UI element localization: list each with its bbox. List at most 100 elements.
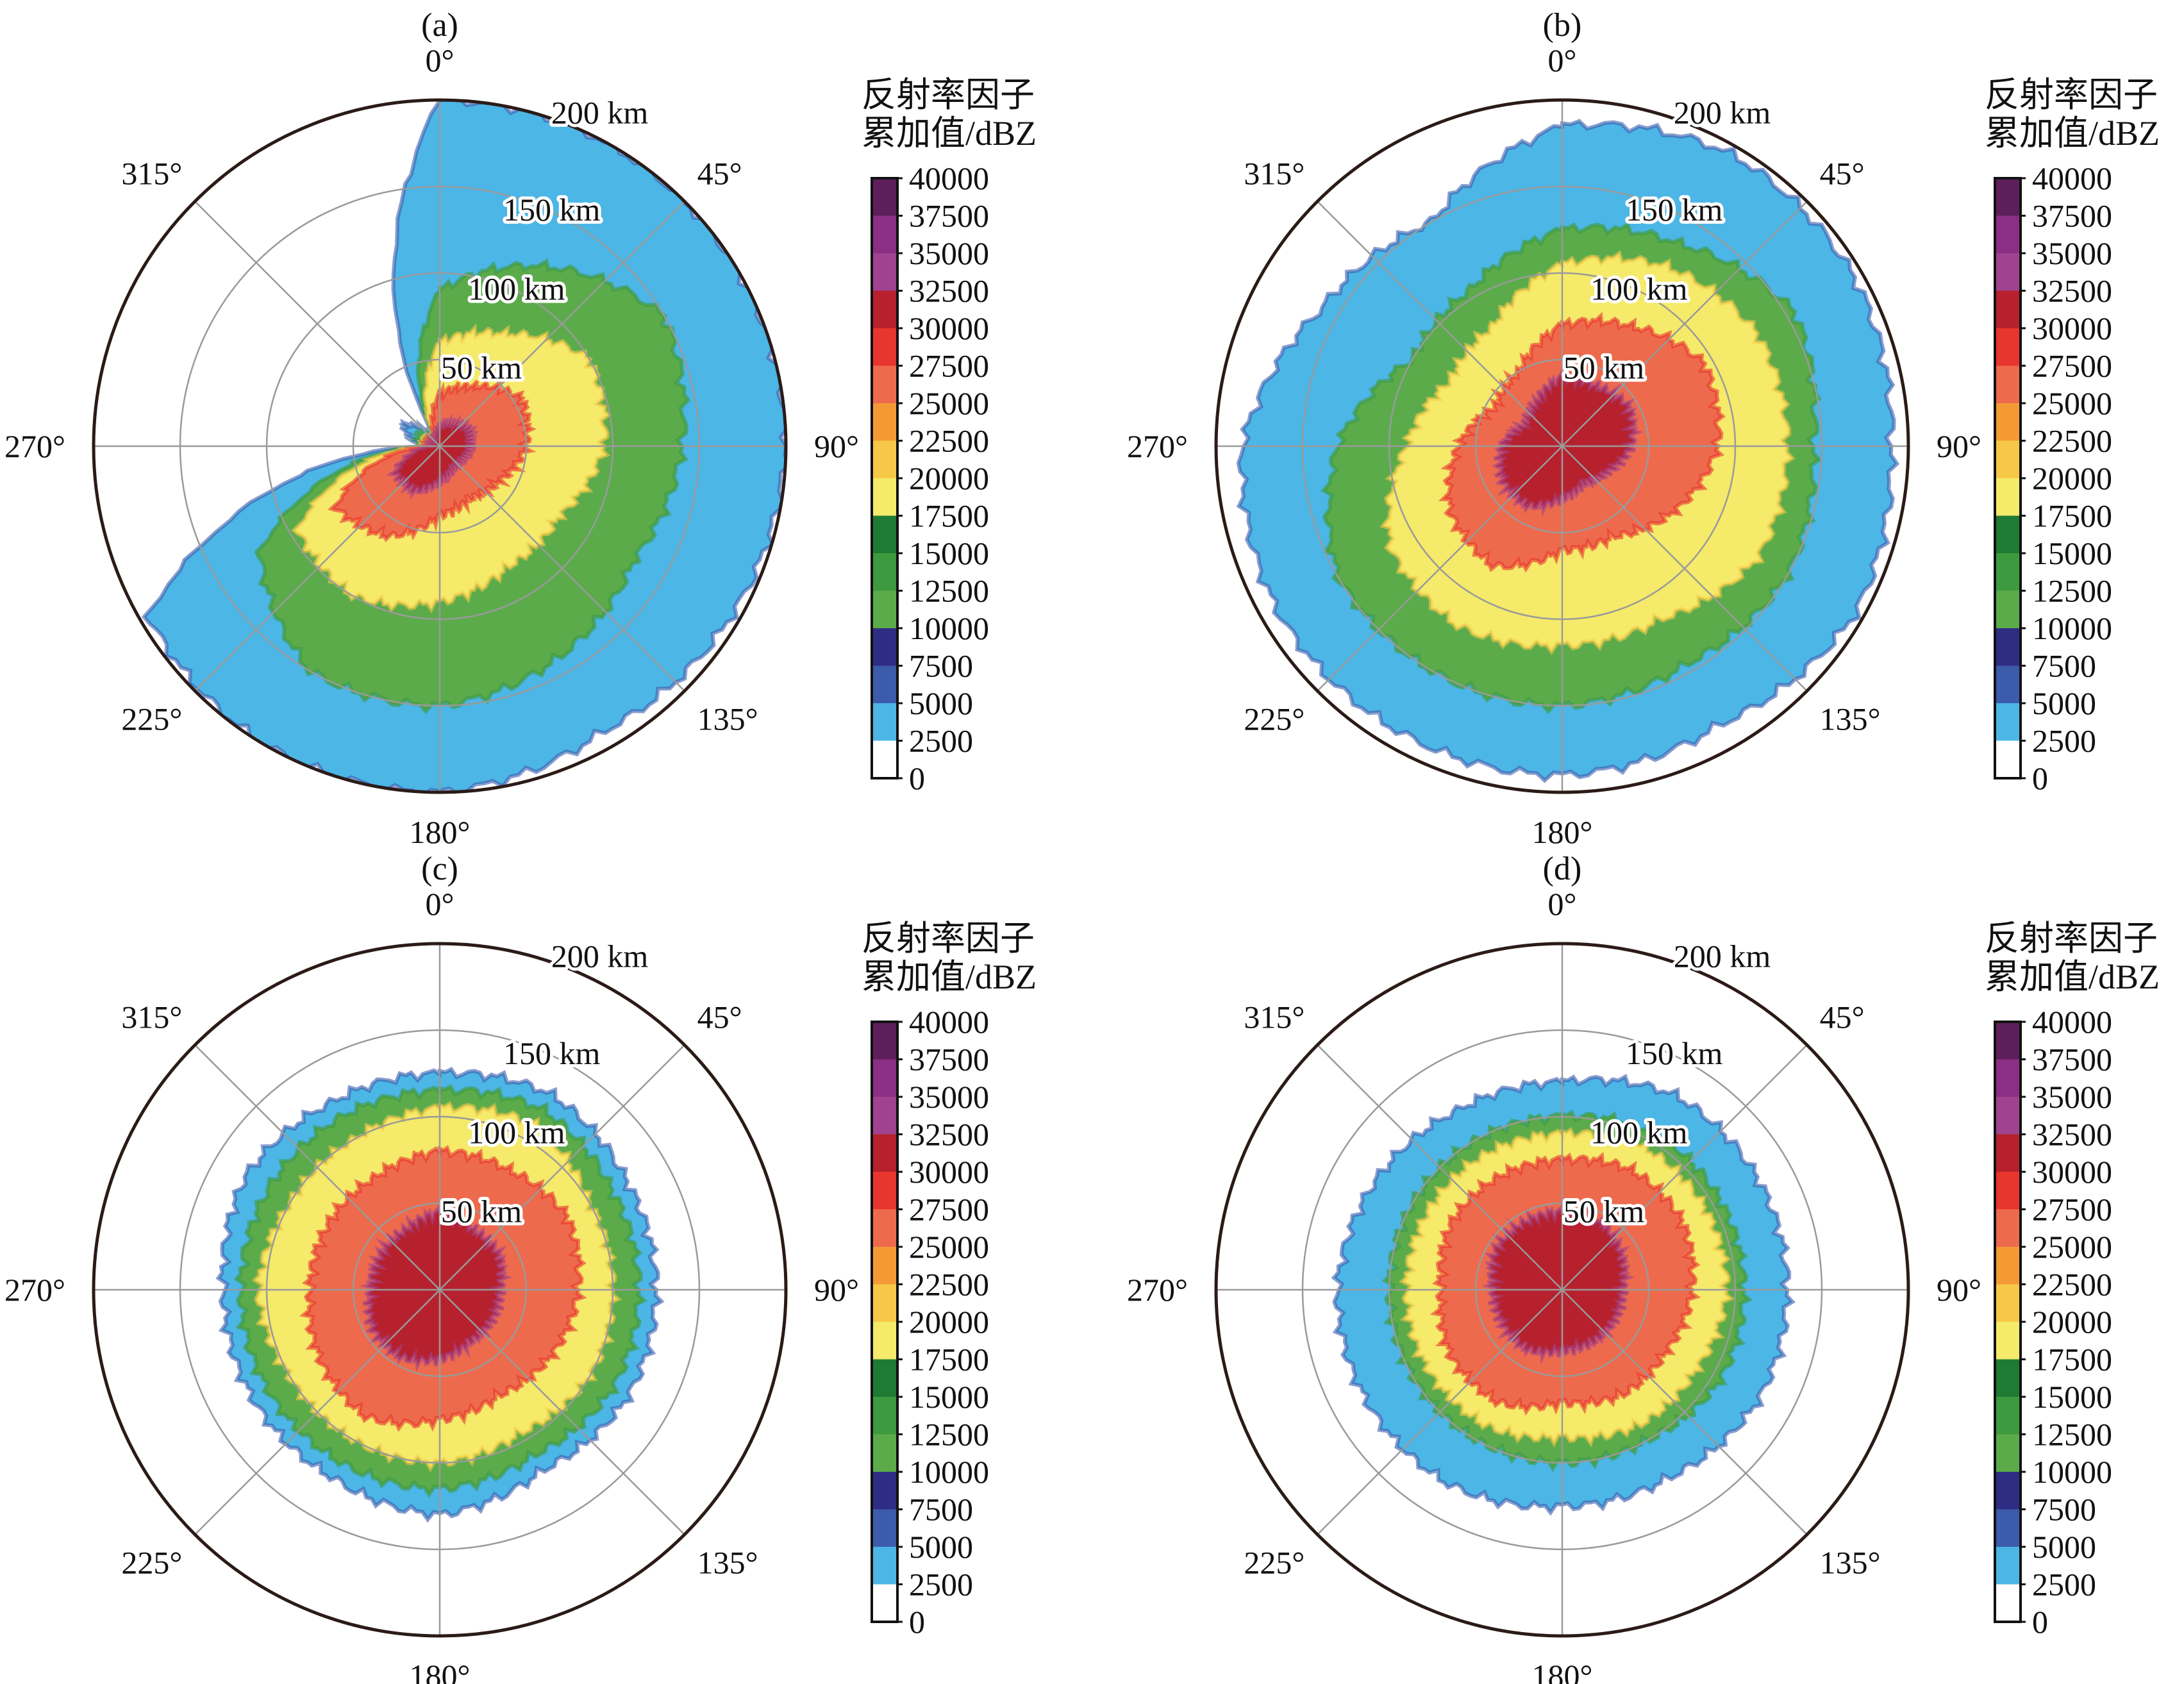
colorbar-tick-label: 20000: [2032, 460, 2112, 496]
angle-label: 315°: [1244, 155, 1305, 191]
colorbar-swatch: [1995, 1434, 2021, 1472]
angle-label: 270°: [4, 1272, 65, 1308]
colorbar-swatch: [1995, 178, 2021, 216]
colorbar-swatch: [872, 440, 897, 478]
colorbar-tick-label: 15000: [2032, 535, 2112, 571]
colorbar-tick-label: 0: [2032, 760, 2048, 796]
angle-label: 0°: [426, 886, 454, 922]
colorbar-swatch: [1995, 1059, 2021, 1097]
polar-outline: [92, 942, 788, 1638]
colorbar-swatch: [872, 1322, 897, 1360]
colorbar-swatch: [872, 403, 897, 441]
angle-label: 225°: [121, 701, 182, 737]
colorbar-tick-label: 20000: [2032, 1304, 2112, 1340]
colorbar-swatch: [872, 1472, 897, 1510]
angle-label: 180°: [410, 1658, 471, 1684]
colorbar-swatch: [872, 478, 897, 516]
polar-panel-4: (d)0° 45° 90° 135° 180° 225° 270° 315° 50 km 100 …: [1127, 851, 1981, 1684]
angle-label: 225°: [1244, 1545, 1305, 1581]
azimuth-spoke: [194, 201, 440, 447]
colorbar-swatch: [1995, 328, 2021, 366]
colorbar-swatch: [1995, 553, 2021, 591]
range-label: 50 km: [441, 350, 522, 386]
colorbar-tick-label: 17500: [2032, 498, 2112, 534]
colorbar-swatch: [872, 178, 897, 216]
angle-label: 270°: [1127, 1272, 1188, 1308]
colorbar-swatch: [872, 1209, 897, 1247]
range-label: 100 km: [1590, 271, 1688, 306]
colorbar-title: 反射率因子: [1985, 76, 2158, 114]
colorbar-swatch: [1995, 665, 2021, 703]
panel-title: (b): [1543, 7, 1582, 44]
colorbar-tick-label: 27500: [909, 348, 989, 384]
colorbar-swatch: [1995, 1509, 2021, 1547]
colorbar-swatch: [1995, 478, 2021, 516]
range-label: 50 km: [441, 1194, 522, 1230]
colorbar-swatch: [872, 290, 897, 328]
range-label: 150 km: [503, 192, 601, 228]
colorbar-swatch: [1995, 290, 2021, 328]
angle-label: 315°: [1244, 999, 1305, 1035]
colorbar-tick-label: 7500: [909, 1492, 973, 1528]
range-label: 200 km: [551, 95, 649, 131]
angle-label: 225°: [121, 1545, 182, 1581]
colorbar-tick-label: 25000: [909, 385, 989, 421]
polar-outline: [1214, 98, 1910, 794]
angle-label: 135°: [1820, 1545, 1881, 1581]
colorbar-tick-label: 7500: [2032, 648, 2096, 684]
colorbar-tick-label: 12500: [909, 573, 989, 609]
colorbar-tick-label: 12500: [909, 1417, 989, 1453]
angle-label: 180°: [1532, 1658, 1593, 1684]
colorbar-tick-label: 40000: [2032, 1004, 2112, 1040]
colorbar-tick-label: 10000: [909, 1454, 989, 1490]
azimuth-spoke: [439, 1289, 685, 1535]
angle-label: 0°: [426, 42, 454, 78]
colorbar-tick-label: 37500: [909, 198, 989, 234]
colorbar-tick-label: 20000: [909, 460, 989, 496]
colorbar-tick-label: 15000: [909, 1379, 989, 1415]
angle-label: 45°: [1820, 155, 1865, 191]
colorbar-swatch: [872, 1397, 897, 1435]
azimuth-spoke: [1562, 1044, 1808, 1290]
colorbar-swatch: [872, 1509, 897, 1547]
polar-panel-1: (a)0° 45° 90° 135° 180° 225° 270° 315° 50 km 100 …: [4, 7, 859, 850]
colorbar-swatch: [872, 1547, 897, 1585]
range-label: 200 km: [1674, 938, 1771, 974]
angle-label: 135°: [697, 701, 758, 737]
colorbar-tick-label: 27500: [909, 1192, 989, 1228]
colorbar-tick-label: 27500: [2032, 1192, 2112, 1228]
polar-outline: [92, 98, 788, 794]
colorbar-tick-label: 22500: [2032, 423, 2112, 459]
colorbar-swatch: [1995, 703, 2021, 741]
colorbar-swatch: [872, 628, 897, 666]
azimuth-spoke: [1562, 1289, 1808, 1535]
azimuth-spoke: [1317, 1289, 1563, 1535]
colorbar-tick-label: 30000: [909, 310, 989, 346]
colorbar-swatch: [872, 1059, 897, 1097]
colorbar-tick-label: 17500: [2032, 1342, 2112, 1378]
colorbar-swatch: [1995, 403, 2021, 441]
colorbar-tick-label: 27500: [2032, 348, 2112, 384]
angle-label: 90°: [814, 428, 859, 464]
panel-title: (c): [421, 851, 458, 887]
colorbar-tick-label: 30000: [909, 1154, 989, 1190]
colorbar-swatch: [872, 1359, 897, 1397]
colorbar-tick-label: 0: [909, 760, 925, 796]
colorbar-tick-label: 10000: [909, 610, 989, 646]
angle-label: 135°: [697, 1545, 758, 1581]
colorbar-tick-label: 12500: [2032, 1417, 2112, 1453]
colorbar-tick-label: 2500: [909, 723, 973, 759]
colorbar-tick-label: 0: [909, 1604, 925, 1640]
colorbar-tick-label: 5000: [2032, 685, 2096, 721]
azimuth-spoke: [194, 1044, 440, 1290]
colorbar-swatch: [1995, 365, 2021, 403]
colorbar-swatch: [872, 590, 897, 628]
colorbar-swatch: [872, 365, 897, 403]
angle-label: 45°: [697, 155, 742, 191]
colorbar-swatch: [1995, 1472, 2021, 1510]
colorbar-swatch: [872, 665, 897, 703]
angle-label: 45°: [697, 999, 742, 1035]
